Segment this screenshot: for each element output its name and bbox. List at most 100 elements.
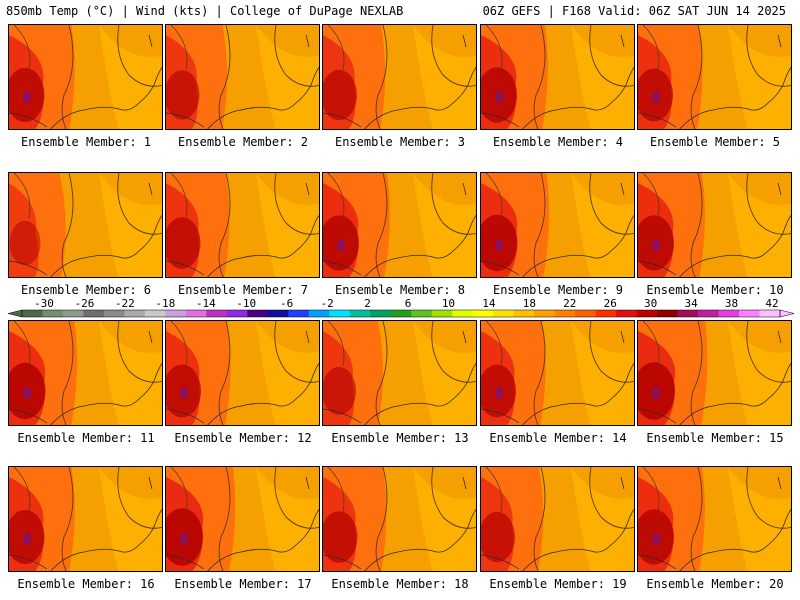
scale-swatch	[534, 310, 555, 317]
ensemble-member-label: Ensemble Member: 10	[646, 283, 784, 297]
temperature-map	[9, 25, 162, 129]
ensemble-member-label: Ensemble Member: 5	[649, 135, 781, 149]
scale-swatch	[636, 310, 658, 317]
temperature-map	[166, 173, 319, 277]
scale-swatch	[22, 310, 43, 317]
temperature-map	[481, 25, 634, 129]
temperature-map	[166, 321, 319, 425]
scale-tick-label: -2	[320, 297, 333, 310]
scale-swatch	[288, 310, 310, 317]
ensemble-map-panel	[322, 24, 477, 130]
temperature-map	[166, 467, 319, 571]
scale-tick-label: -22	[115, 297, 135, 310]
scale-tick-label: 34	[684, 297, 698, 310]
ensemble-member-label: Ensemble Member: 12	[174, 431, 312, 445]
temperature-map	[638, 321, 791, 425]
temperature-map	[9, 321, 162, 425]
scale-swatch	[493, 310, 514, 317]
scale-tick-label: 2	[364, 297, 371, 310]
ensemble-map-panel	[637, 320, 792, 426]
scale-swatch	[226, 310, 248, 317]
scale-swatch	[42, 310, 64, 317]
temperature-map	[323, 25, 476, 129]
scale-tick-label: -14	[196, 297, 216, 310]
ensemble-map-panel	[8, 466, 163, 572]
temperature-map	[9, 173, 162, 277]
ensemble-member-label: Ensemble Member: 3	[334, 135, 466, 149]
scale-swatch	[513, 310, 535, 317]
ensemble-member-label: Ensemble Member: 2	[177, 135, 309, 149]
scale-swatch	[595, 310, 617, 317]
temperature-map	[323, 173, 476, 277]
ensemble-map-panel	[480, 320, 635, 426]
scale-swatch	[62, 310, 84, 317]
ensemble-member-label: Ensemble Member: 19	[489, 577, 627, 591]
scale-tick-label: 30	[644, 297, 657, 310]
ensemble-member-label: Ensemble Member: 18	[331, 577, 469, 591]
scale-swatch	[124, 310, 146, 317]
ensemble-map-panel	[8, 24, 163, 130]
scale-right-arrow	[779, 309, 794, 318]
ensemble-member-label: Ensemble Member: 15	[646, 431, 784, 445]
scale-swatch	[472, 310, 494, 317]
color-scale-bar: -30 -26 -22 -18 -14 -10 -6 -2 2 6 10 14 18 22 26 30 34 38…	[8, 297, 794, 318]
ensemble-member-label: Ensemble Member: 11	[17, 431, 155, 445]
temperature-color-scale: -30 -26 -22 -18 -14 -10 -6 -2 2 6 10 14 18 22 26 30 34 38…	[8, 296, 794, 322]
scale-tick-label: 38	[725, 297, 738, 310]
ensemble-member-label: Ensemble Member: 4	[492, 135, 624, 149]
scale-tick-label: -18	[155, 297, 175, 310]
scale-tick-label: 26	[604, 297, 617, 310]
temperature-map	[638, 467, 791, 571]
temperature-map	[481, 173, 634, 277]
temperature-map	[638, 173, 791, 277]
scale-tick-label: 22	[563, 297, 576, 310]
scale-swatch	[718, 310, 740, 317]
scale-swatch	[206, 310, 228, 317]
scale-swatch	[575, 310, 596, 317]
scale-swatch	[411, 310, 433, 317]
ensemble-map-panel	[322, 466, 477, 572]
ensemble-member-label: Ensemble Member: 8	[334, 283, 466, 297]
ensemble-map-panel	[8, 172, 163, 278]
ensemble-member-label: Ensemble Member: 16	[17, 577, 155, 591]
scale-left-arrow	[8, 309, 23, 318]
temperature-map	[638, 25, 791, 129]
ensemble-map-panel	[637, 24, 792, 130]
scale-swatch	[247, 310, 269, 317]
chart-title: 850mb Temp (°C) | Wind (kts) | College o…	[6, 4, 404, 18]
temperature-map	[481, 321, 634, 425]
scale-swatch	[759, 310, 781, 317]
scale-swatch	[165, 310, 187, 317]
scale-tick-label: -26	[75, 297, 95, 310]
ensemble-map-panel	[480, 24, 635, 130]
scale-swatch	[554, 310, 576, 317]
scale-swatch	[452, 310, 474, 317]
scale-tick-label: -6	[280, 297, 293, 310]
scale-tick-label: -30	[34, 297, 54, 310]
scale-tick-label: 18	[523, 297, 536, 310]
ensemble-map-panel	[165, 320, 320, 426]
scale-tick-label: -10	[236, 297, 256, 310]
scale-swatch	[370, 310, 392, 317]
ensemble-map-panel	[637, 172, 792, 278]
scale-swatch	[698, 310, 719, 317]
scale-swatch	[144, 310, 166, 317]
scale-swatch	[267, 310, 289, 317]
ensemble-map-panel	[322, 172, 477, 278]
scale-swatch	[657, 310, 678, 317]
temperature-map	[323, 467, 476, 571]
scale-swatch	[329, 310, 351, 317]
ensemble-member-label: Ensemble Member: 6	[20, 283, 152, 297]
scale-tick-label: 14	[482, 297, 496, 310]
ensemble-map-panel	[480, 172, 635, 278]
run-info: 06Z GEFS | F168 Valid: 06Z SAT JUN 14 20…	[482, 4, 786, 18]
scale-swatch	[308, 310, 330, 317]
scale-swatch	[349, 310, 371, 317]
ensemble-member-label: Ensemble Member: 17	[174, 577, 312, 591]
ensemble-member-label: Ensemble Member: 14	[489, 431, 627, 445]
ensemble-member-label: Ensemble Member: 1	[20, 135, 152, 149]
scale-tick-label: 6	[405, 297, 412, 310]
ensemble-member-label: Ensemble Member: 13	[331, 431, 469, 445]
ensemble-member-label: Ensemble Member: 7	[177, 283, 309, 297]
ensemble-map-panel	[165, 466, 320, 572]
